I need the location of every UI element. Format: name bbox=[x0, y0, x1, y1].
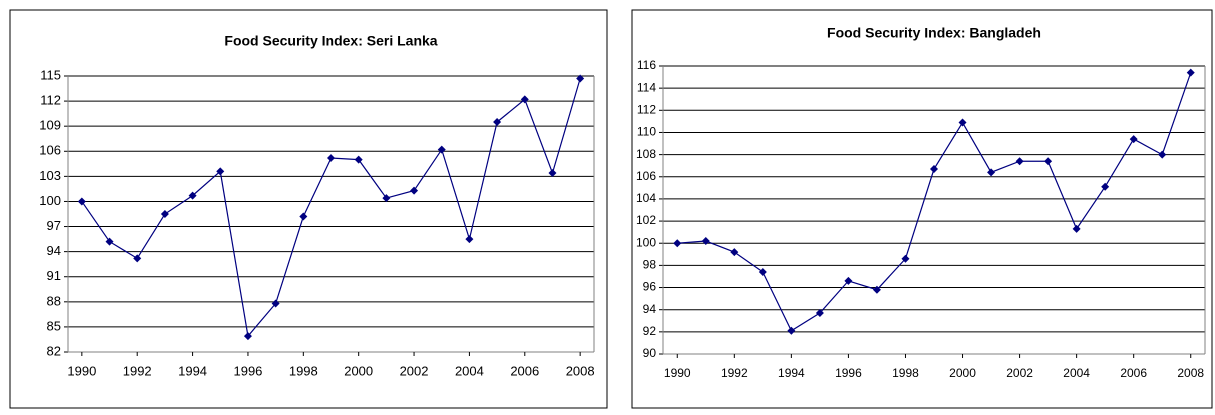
data-point bbox=[327, 153, 335, 162]
y-tick-label: 102 bbox=[636, 213, 656, 227]
y-tick-label: 90 bbox=[643, 346, 657, 360]
x-tick-label: 1998 bbox=[289, 363, 318, 378]
x-tick-label: 2000 bbox=[344, 363, 373, 378]
x-tick-label: 2002 bbox=[400, 363, 429, 378]
data-point bbox=[758, 268, 767, 277]
data-point bbox=[382, 194, 391, 203]
x-tick-label: 1996 bbox=[835, 366, 862, 380]
data-point bbox=[1044, 157, 1053, 166]
chart-title: Food Security Index: Bangladeh bbox=[827, 25, 1041, 41]
y-tick-label: 106 bbox=[39, 143, 61, 158]
y-tick-label: 115 bbox=[40, 67, 61, 82]
x-tick-label: 1990 bbox=[664, 366, 691, 380]
y-tick-label: 112 bbox=[40, 93, 61, 108]
y-tick-label: 114 bbox=[637, 80, 656, 94]
y-tick-label: 109 bbox=[39, 118, 61, 133]
x-tick-label: 1994 bbox=[178, 363, 207, 378]
chart-frame bbox=[9, 9, 608, 409]
x-tick-label: 1992 bbox=[123, 363, 152, 378]
data-point bbox=[410, 186, 419, 195]
x-tick-label: 2008 bbox=[566, 363, 595, 378]
data-point bbox=[987, 168, 996, 177]
chart-title: Food Security Index: Seri Lanka bbox=[224, 33, 437, 49]
y-tick-label: 103 bbox=[39, 168, 61, 183]
x-tick-label: 2002 bbox=[1006, 366, 1033, 380]
data-point bbox=[787, 326, 796, 335]
data-point bbox=[576, 74, 585, 83]
x-tick-label: 1992 bbox=[721, 366, 748, 380]
y-tick-label: 85 bbox=[47, 318, 61, 333]
data-point bbox=[493, 118, 502, 126]
data-point bbox=[930, 165, 938, 174]
data-point bbox=[299, 212, 308, 221]
x-tick-label: 1994 bbox=[778, 366, 805, 380]
x-tick-label: 1990 bbox=[67, 363, 96, 378]
y-tick-label: 104 bbox=[636, 191, 656, 205]
data-point bbox=[216, 167, 225, 176]
data-point bbox=[1015, 157, 1024, 166]
data-point bbox=[271, 299, 280, 308]
y-tick-label: 110 bbox=[637, 125, 656, 139]
data-point bbox=[105, 237, 114, 246]
data-point bbox=[437, 145, 446, 154]
data-point bbox=[548, 169, 557, 178]
chart-frame bbox=[631, 9, 1213, 409]
y-tick-label: 94 bbox=[643, 302, 657, 316]
x-tick-label: 2006 bbox=[510, 363, 539, 378]
data-point bbox=[354, 155, 363, 164]
data-point bbox=[901, 254, 910, 263]
y-tick-label: 100 bbox=[636, 235, 656, 249]
y-tick-label: 97 bbox=[47, 218, 61, 233]
data-point bbox=[465, 235, 474, 244]
data-point bbox=[958, 118, 967, 127]
y-tick-label: 106 bbox=[636, 169, 656, 183]
x-tick-label: 2000 bbox=[949, 366, 976, 380]
data-point bbox=[520, 95, 529, 104]
x-tick-label: 2008 bbox=[1177, 366, 1204, 380]
data-point bbox=[844, 276, 853, 285]
data-point bbox=[1101, 182, 1110, 191]
y-tick-label: 116 bbox=[637, 58, 656, 72]
x-tick-label: 2004 bbox=[455, 363, 484, 378]
y-tick-label: 88 bbox=[47, 293, 61, 308]
data-point bbox=[77, 197, 86, 206]
x-tick-label: 1996 bbox=[233, 363, 262, 378]
data-point bbox=[1186, 68, 1195, 77]
x-tick-label: 1998 bbox=[892, 366, 919, 380]
data-point bbox=[160, 210, 169, 218]
y-tick-label: 91 bbox=[47, 268, 61, 283]
data-point bbox=[872, 285, 881, 294]
y-tick-label: 82 bbox=[47, 343, 61, 358]
data-point bbox=[1129, 135, 1138, 144]
data-point bbox=[673, 239, 682, 248]
data-point bbox=[730, 248, 739, 257]
y-tick-label: 108 bbox=[636, 147, 656, 161]
data-point bbox=[243, 332, 252, 341]
data-point bbox=[188, 191, 197, 200]
data-point bbox=[1072, 224, 1081, 233]
y-tick-label: 96 bbox=[643, 280, 657, 294]
x-tick-label: 2006 bbox=[1120, 366, 1147, 380]
y-tick-label: 100 bbox=[39, 193, 61, 208]
y-tick-label: 94 bbox=[47, 243, 61, 258]
x-tick-label: 2004 bbox=[1063, 366, 1090, 380]
data-point bbox=[1158, 150, 1167, 159]
y-tick-label: 112 bbox=[637, 102, 656, 116]
data-point bbox=[133, 254, 142, 263]
y-tick-label: 92 bbox=[643, 324, 657, 338]
data-point bbox=[701, 237, 710, 246]
data-point bbox=[815, 309, 824, 318]
y-tick-label: 98 bbox=[643, 258, 657, 272]
